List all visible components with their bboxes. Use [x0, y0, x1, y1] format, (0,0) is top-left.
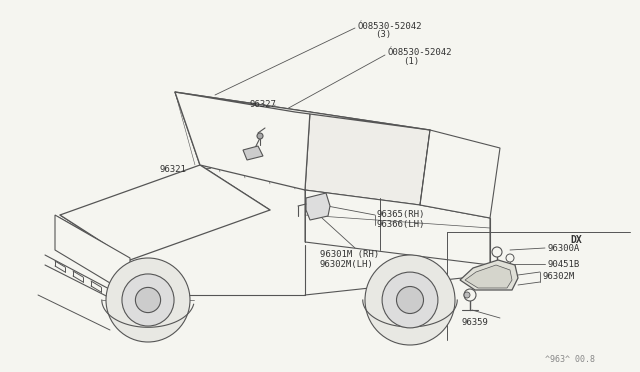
Polygon shape	[306, 193, 330, 220]
Circle shape	[492, 247, 502, 257]
Polygon shape	[305, 112, 430, 205]
Polygon shape	[305, 190, 490, 265]
Circle shape	[257, 133, 263, 139]
Text: 96321: 96321	[160, 165, 187, 174]
Circle shape	[397, 286, 424, 314]
Text: Ó08530-52042: Ó08530-52042	[388, 48, 452, 57]
Circle shape	[464, 289, 476, 301]
Text: 96365(RH): 96365(RH)	[377, 210, 426, 219]
Circle shape	[464, 292, 470, 298]
Text: 96327: 96327	[250, 100, 277, 109]
Polygon shape	[420, 130, 500, 218]
Circle shape	[506, 254, 514, 262]
Text: (1): (1)	[403, 57, 419, 66]
Circle shape	[365, 255, 455, 345]
Text: 96300A: 96300A	[548, 244, 580, 253]
Text: (3): (3)	[375, 30, 391, 39]
Circle shape	[122, 274, 174, 326]
Text: 96366(LH): 96366(LH)	[377, 220, 426, 229]
Text: 96302M: 96302M	[543, 272, 575, 281]
Text: 96301M (RH): 96301M (RH)	[320, 250, 379, 259]
Polygon shape	[175, 92, 430, 130]
Polygon shape	[243, 146, 263, 160]
Polygon shape	[60, 165, 270, 260]
Text: Ó08530-52042: Ó08530-52042	[358, 22, 422, 31]
Circle shape	[136, 288, 161, 312]
Polygon shape	[175, 92, 310, 190]
Polygon shape	[465, 265, 512, 288]
Text: 96359: 96359	[462, 318, 489, 327]
Circle shape	[382, 272, 438, 328]
Polygon shape	[55, 215, 130, 295]
Text: 96302M(LH): 96302M(LH)	[320, 260, 374, 269]
Polygon shape	[460, 260, 518, 290]
Text: ^963^ 00.8: ^963^ 00.8	[545, 355, 595, 364]
Text: DX: DX	[570, 235, 582, 245]
Text: 90451B: 90451B	[548, 260, 580, 269]
Circle shape	[106, 258, 190, 342]
